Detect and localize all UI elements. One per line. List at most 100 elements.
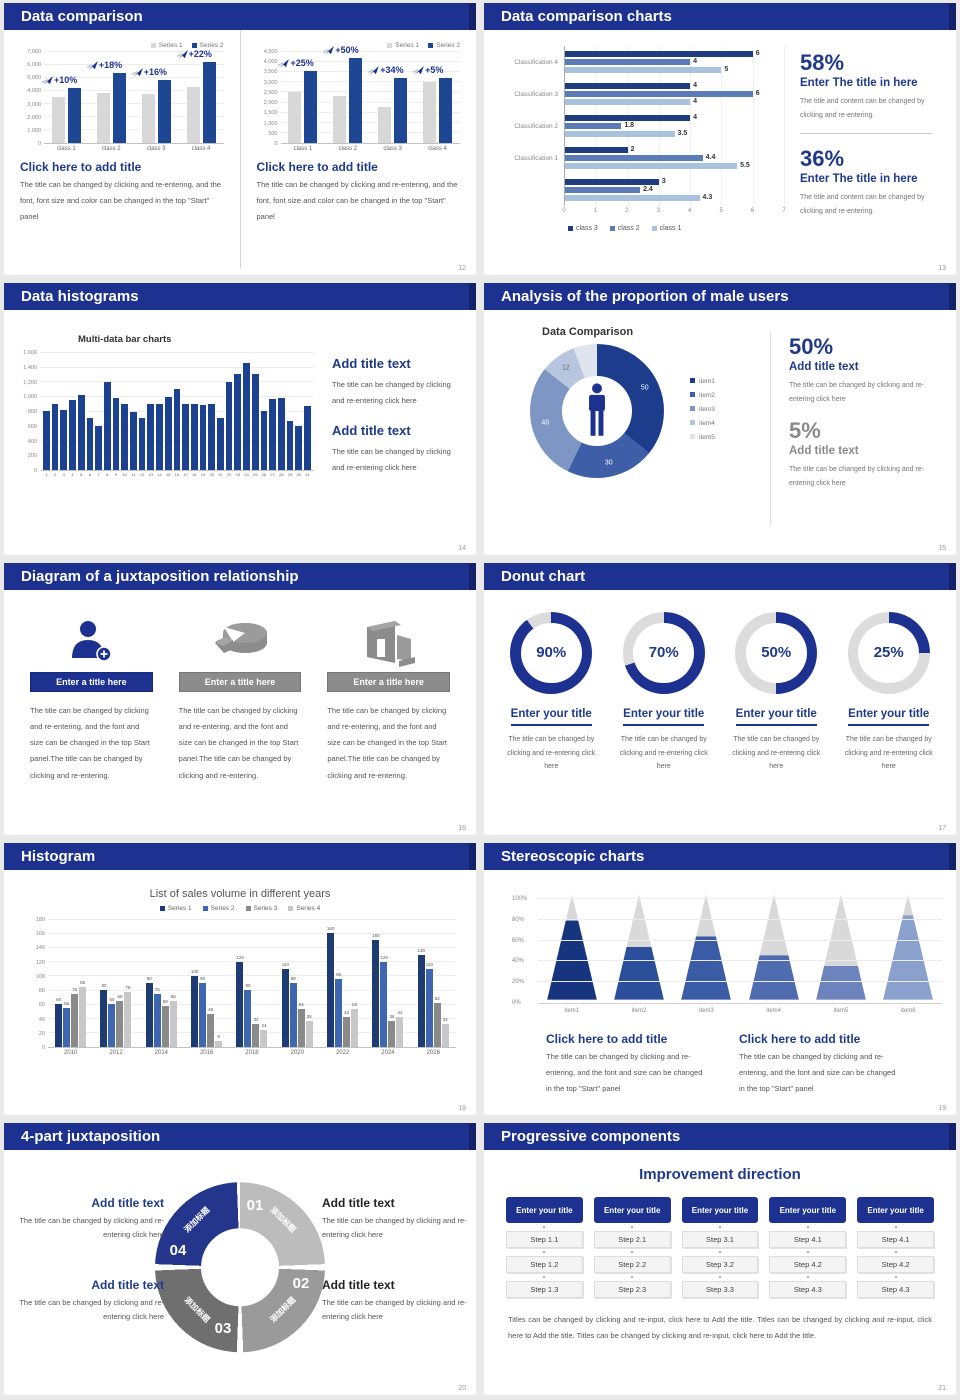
block-body: The title can be changed by clicking and…	[332, 380, 451, 406]
slice-value-label: 40	[541, 419, 550, 427]
bar	[186, 86, 200, 143]
bar: 36	[305, 1014, 313, 1047]
title-banner: Enter a title here	[30, 672, 153, 692]
title-banner: Enter a title here	[178, 672, 302, 692]
connector-dot	[631, 1226, 634, 1228]
slide-stereoscopic-charts[interactable]: Stereoscopic charts 0% 20% 40% 60% 80% 100% it…	[484, 843, 956, 1115]
slide-title-bar: Data histograms	[4, 283, 476, 310]
legend-swatch	[609, 225, 615, 231]
stat-heading: Add title text	[789, 361, 859, 373]
block-heading: Add title text	[91, 1278, 164, 1292]
slide-title: Histogram	[21, 848, 96, 865]
bar	[225, 381, 233, 470]
cursor-dart-icon	[86, 61, 98, 71]
stat-body: The title and content can be changed by …	[800, 194, 925, 215]
progress-column: Enter your title Step 3.1 Step 3.2 Step …	[681, 1197, 759, 1298]
bar: 6	[565, 90, 760, 97]
gauge-value: 90%	[520, 622, 582, 684]
legend-swatch	[690, 377, 695, 383]
cone-item	[748, 894, 799, 1000]
progress-column: Enter your title Step 1.1 Step 1.2 Step …	[506, 1197, 583, 1298]
bar: 24	[260, 1023, 268, 1047]
bar: 4	[565, 58, 697, 65]
bar	[147, 404, 155, 470]
block-heading: Click here to add title	[20, 160, 142, 174]
stat-heading: Add title text	[789, 445, 859, 458]
bar: 100	[191, 969, 198, 1047]
stat-value: 50%	[789, 334, 834, 359]
bar: 80	[100, 983, 108, 1047]
bar	[208, 403, 216, 470]
bar	[95, 425, 102, 470]
cursor-dart-icon	[278, 59, 290, 69]
stat-heading: Enter The title in here	[800, 77, 918, 89]
bar: 2.4	[565, 186, 653, 193]
donut-panel: Data Comparison 50 30 40 12 item1 item2 i	[484, 310, 770, 548]
bar: 120	[236, 955, 244, 1047]
stat-value: 36%	[800, 146, 845, 172]
growth-label: +10%	[41, 75, 77, 85]
section-heading: Improvement direction	[639, 1166, 801, 1183]
text-block: Add title text The title can be changed …	[18, 1196, 164, 1243]
slide-title-bar: Stereoscopic charts	[484, 843, 956, 870]
bar	[304, 405, 311, 470]
slide-histogram[interactable]: Histogram List of sales volume in differ…	[4, 843, 476, 1115]
slide-4-part-juxtaposition[interactable]: 4-part juxtaposition 01 02 03 04 添加标题 添加…	[4, 1123, 476, 1395]
block-heading: Add title text	[332, 356, 411, 371]
stat-heading: Enter The title in here	[800, 173, 918, 186]
connector-dot	[718, 1226, 721, 1228]
bar: 75	[153, 987, 161, 1047]
slide-male-users-analysis[interactable]: Analysis of the proportion of male users…	[484, 283, 956, 555]
slide-title-bar: Histogram	[4, 843, 476, 870]
gauge-ring: 70%	[622, 612, 705, 694]
slide-title: Data comparison charts	[501, 8, 672, 25]
slide-data-comparison[interactable]: Data comparison Series 1 Series 2 0 1,000…	[4, 3, 476, 275]
connector-dot	[806, 1276, 809, 1278]
page-number: 17	[938, 825, 946, 832]
block-body: The title can be changed by clicking and…	[256, 180, 458, 222]
page-number: 20	[458, 1385, 466, 1392]
gauge-ring: 90%	[510, 612, 593, 694]
legend-swatch	[245, 905, 251, 911]
gauge-column: 70% Enter your title The title can be ch…	[615, 612, 714, 774]
bar: 1.8	[565, 122, 634, 129]
slice-value-label: 30	[604, 459, 613, 467]
juxtaposition-column: Enter a title here The title can be chan…	[327, 614, 451, 784]
bar: 32	[252, 1017, 260, 1047]
bar: 3	[565, 178, 666, 185]
block-body: The title can be changed by clicking and…	[322, 1216, 467, 1240]
segment-number: 03	[214, 1319, 232, 1337]
legend-swatch	[387, 42, 393, 48]
bar: 90	[289, 976, 297, 1047]
cone-item	[681, 894, 732, 1000]
slide-title: Stereoscopic charts	[501, 848, 645, 865]
legend-swatch	[690, 405, 695, 411]
histogram-panel: Multi-data bar charts 0 200 400 600 800 1,000…	[14, 320, 314, 548]
column-header: Enter your title	[593, 1197, 671, 1223]
bar: 2	[565, 146, 634, 153]
bar	[277, 398, 285, 470]
gauge-column: 90% Enter your title The title can be ch…	[502, 612, 601, 774]
slide-juxtaposition-relationship[interactable]: Diagram of a juxtaposition relationship …	[4, 563, 476, 835]
slide-progressive-components[interactable]: Progressive components Improvement direc…	[484, 1123, 956, 1395]
block-heading: Click here to add title	[256, 160, 378, 174]
progress-column: Enter your title Step 4.1 Step 4.2 Step …	[769, 1197, 847, 1298]
footer-note: Titles can be changed by clicking and re…	[508, 1315, 932, 1340]
gauge-value: 70%	[633, 622, 695, 684]
bar: 5.5	[565, 162, 750, 169]
cursor-dart-icon	[131, 67, 143, 77]
person-plus-icon	[72, 621, 113, 662]
cursor-dart-icon	[368, 65, 380, 75]
stats-panel: 58% Enter The title in here The title an…	[784, 46, 946, 232]
category-label: item1	[564, 1008, 579, 1014]
bar	[260, 411, 268, 470]
slide-donut-chart[interactable]: Donut chart 90% Enter your title The tit…	[484, 563, 956, 835]
category-label: Classification 2	[514, 122, 558, 130]
gauge-ring: 25%	[847, 612, 930, 694]
text-block: Add title text The title can be changed …	[322, 1278, 468, 1325]
bar: 65	[169, 994, 177, 1047]
text-block: Click here to add title The title can be…	[546, 1024, 709, 1097]
connector-dot	[718, 1251, 721, 1253]
